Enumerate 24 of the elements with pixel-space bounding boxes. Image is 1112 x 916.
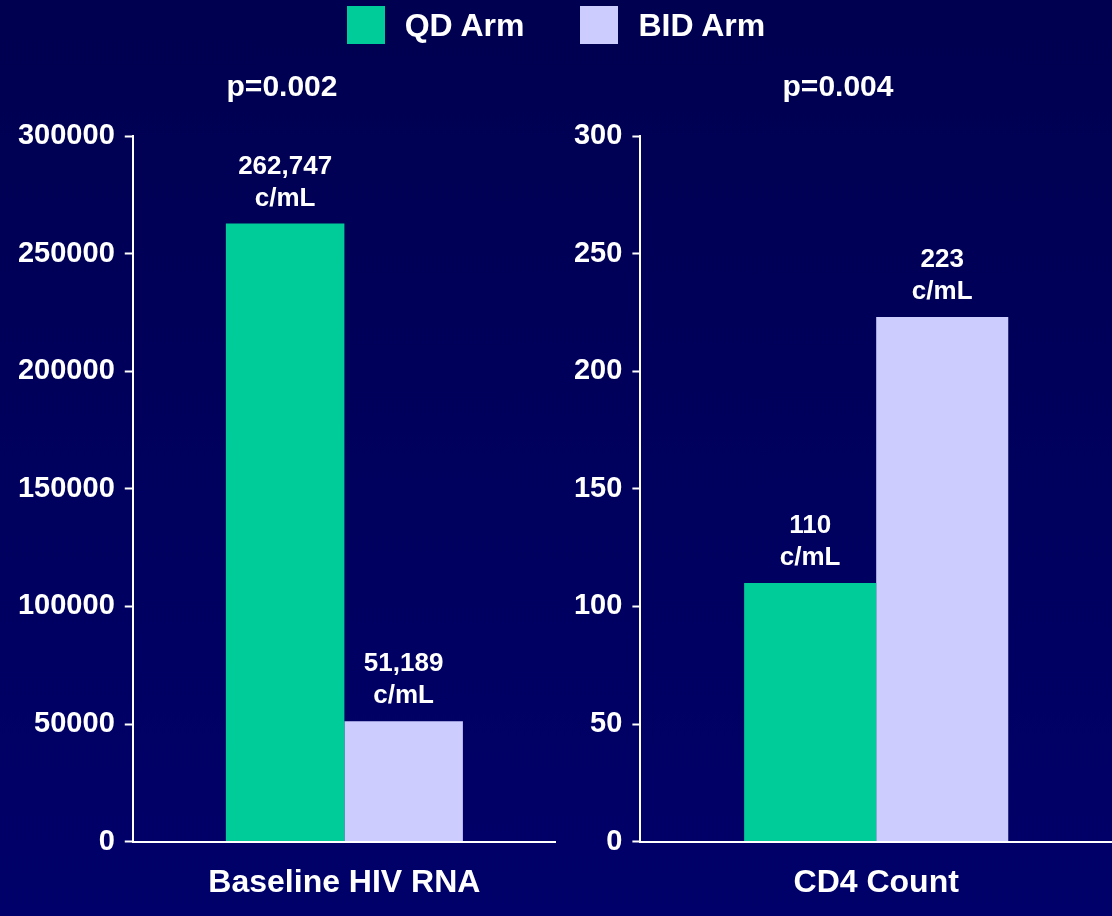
y-tick-label: 0	[98, 823, 115, 856]
y-tick-label: 200	[573, 353, 623, 386]
y-tick-label: 300000	[17, 118, 115, 150]
y-tick-label: 0	[606, 823, 623, 856]
data-label: 223 c/mL	[911, 243, 973, 306]
y-tick-label: 100	[573, 588, 623, 621]
y-tick-label: 50000	[34, 706, 115, 738]
chart-title: p=0.002	[226, 69, 338, 103]
data-label: 110 c/mL	[779, 509, 841, 572]
y-tick-label: 250	[573, 235, 623, 268]
x-tick-label: CD4 Count	[793, 862, 960, 899]
y-tick-label: 200000	[17, 353, 115, 386]
legend-label: QD Arm	[404, 6, 525, 44]
y-tick-label: 100000	[17, 588, 115, 621]
y-tick-label: 50	[590, 706, 623, 738]
y-tick-label: 150	[573, 470, 623, 503]
y-tick-label: 150000	[17, 470, 115, 503]
y-tick-label: 300	[573, 118, 623, 150]
chart-title: p=0.004	[782, 69, 894, 103]
data-label: 51,189 c/mL	[363, 647, 444, 710]
data-label: 262,747 c/mL	[238, 149, 333, 212]
x-tick-label: Baseline HIV RNA	[208, 862, 481, 899]
legend-label: BID Arm	[638, 6, 766, 44]
y-tick-label: 250000	[17, 235, 115, 268]
